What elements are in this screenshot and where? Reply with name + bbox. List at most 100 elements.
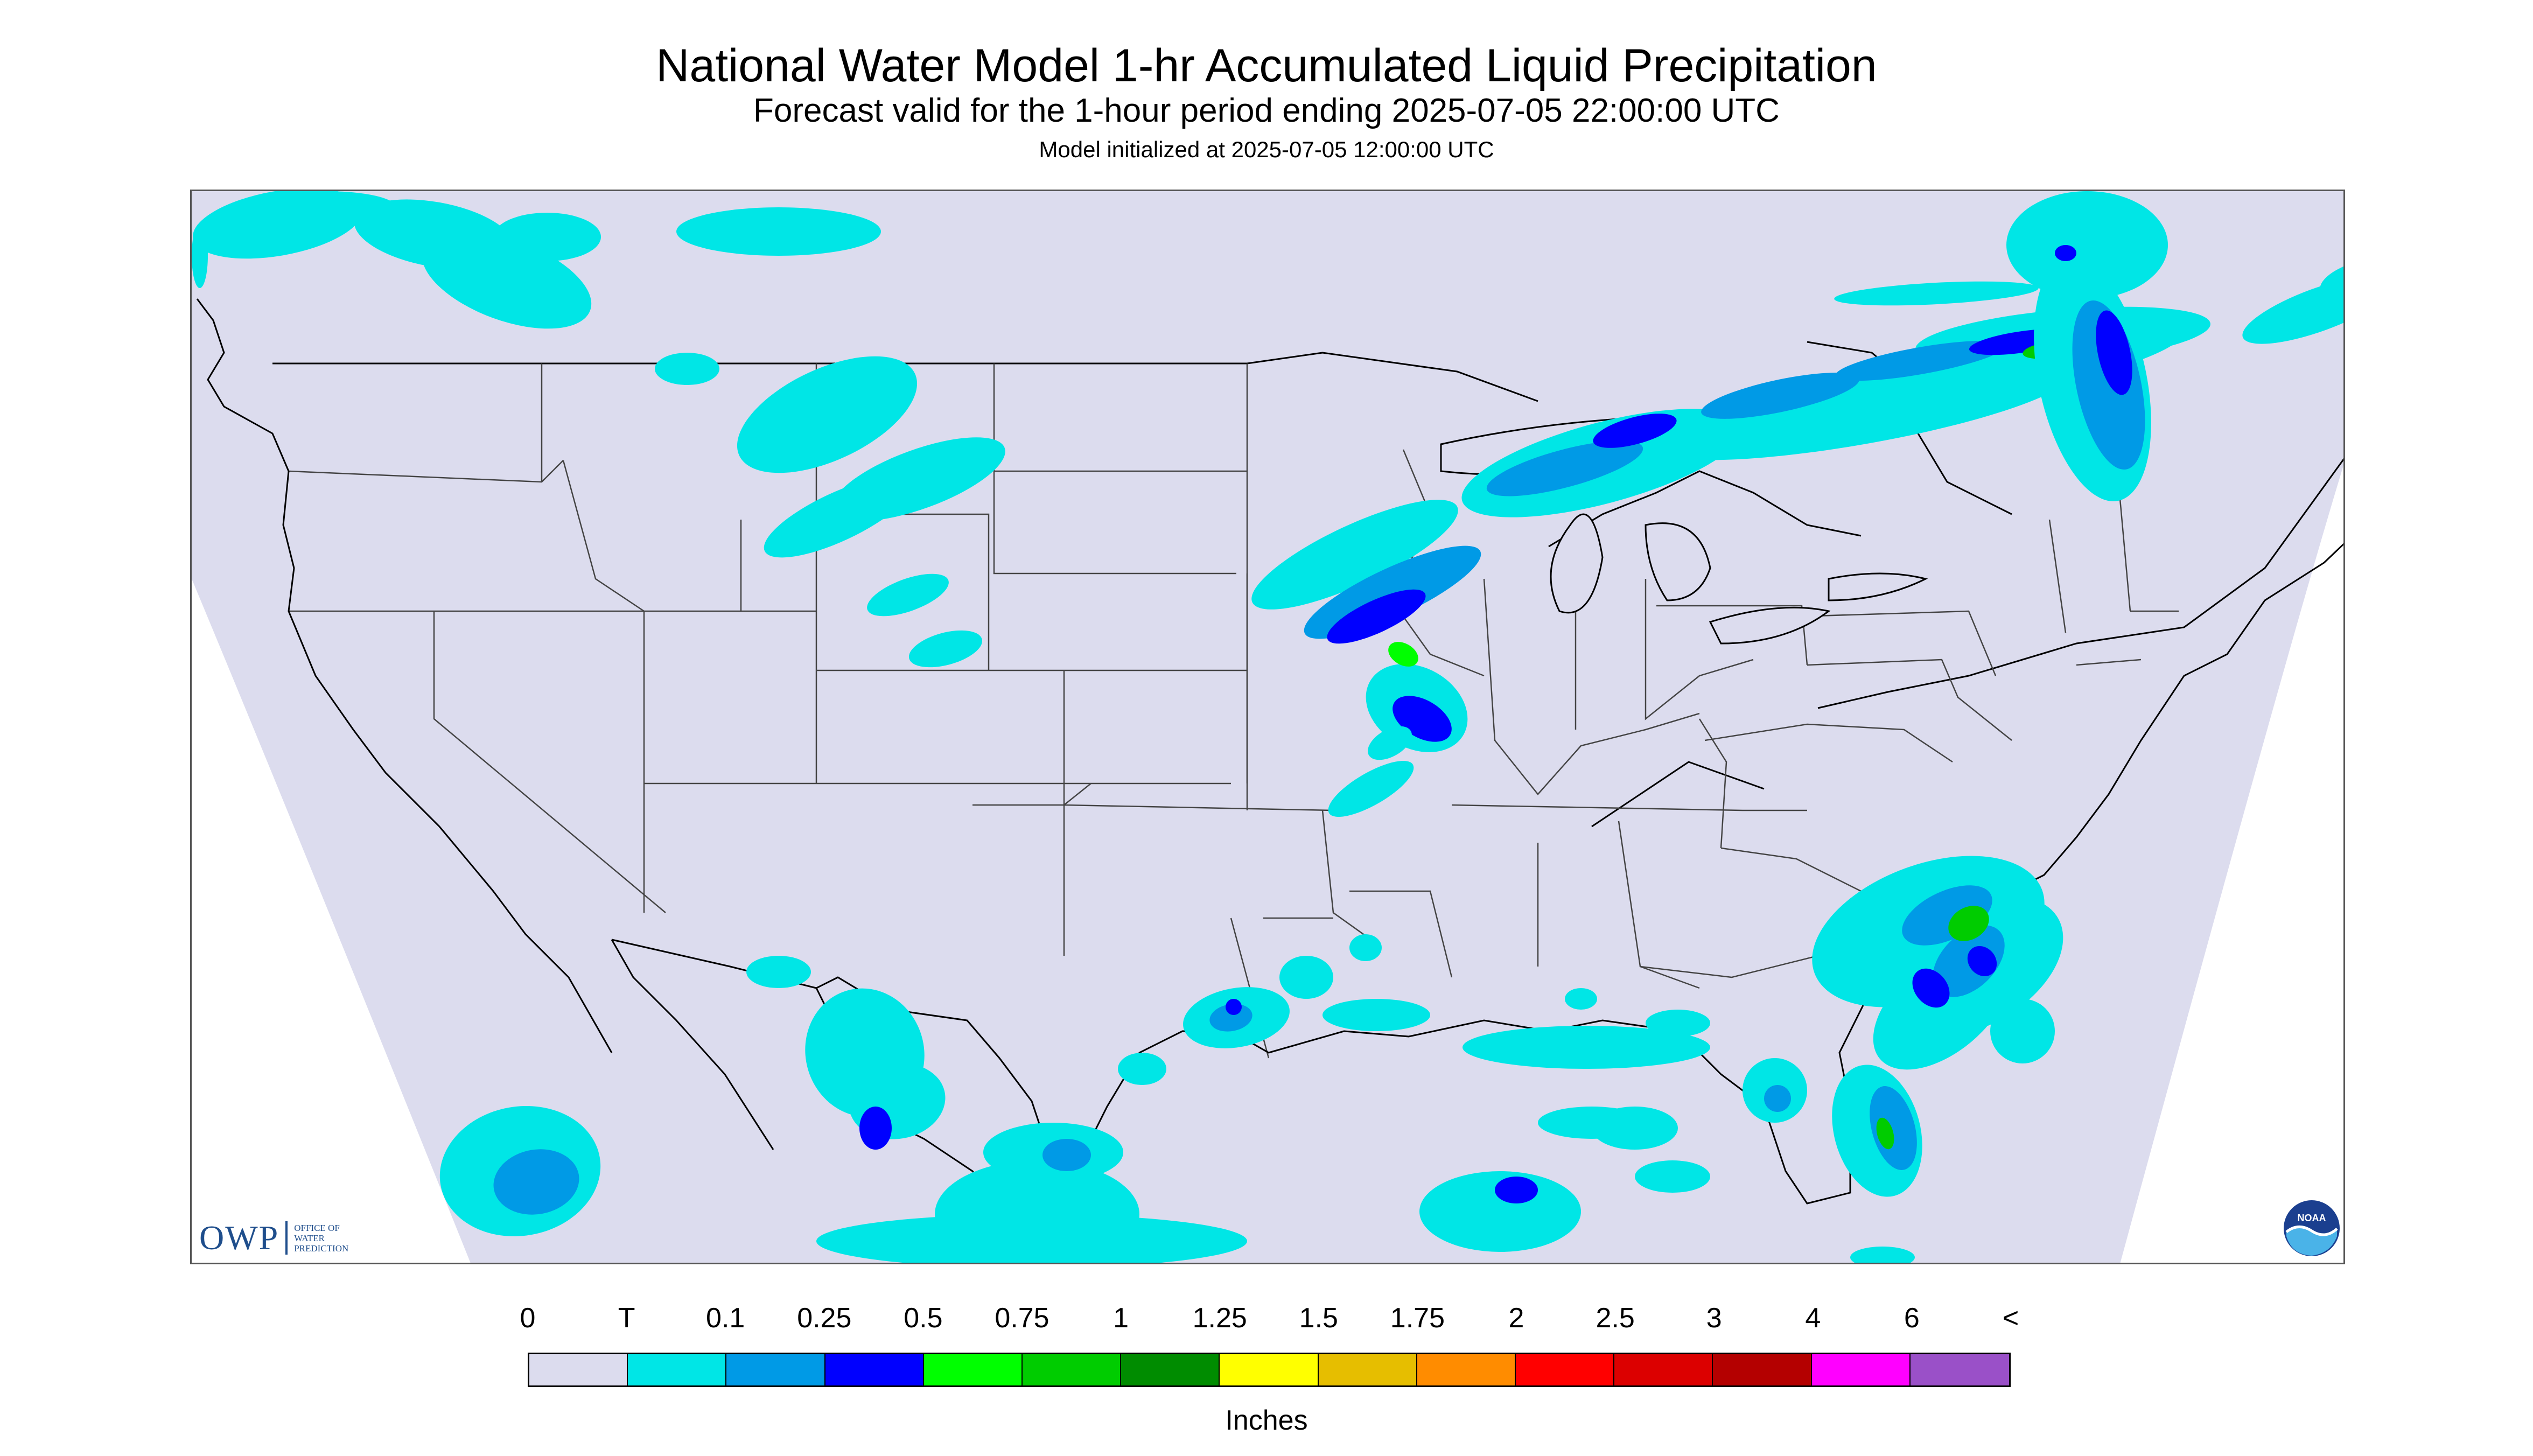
precip-cell	[256, 191, 396, 223]
legend-swatch	[1811, 1354, 1911, 1385]
precip-cell	[816, 1214, 1247, 1263]
precip-cell	[676, 207, 881, 256]
legend-swatch	[1023, 1354, 1122, 1385]
precip-region-southeast-coast	[1812, 856, 2063, 1197]
precip-cell	[1279, 956, 1333, 999]
precip-cell	[816, 417, 876, 447]
precip-cell	[1912, 968, 1950, 1008]
precip-cell	[1328, 761, 1414, 817]
precip-cell	[1349, 934, 1382, 961]
legend-label: 6	[1904, 1303, 1920, 1334]
precip-cell	[859, 1107, 892, 1150]
precip-cell	[1870, 1086, 1917, 1170]
precip-cell	[2055, 245, 2076, 261]
precip-cell	[1764, 1085, 1791, 1112]
precip-cell	[1834, 281, 2039, 306]
legend-label: 3	[1706, 1303, 1722, 1334]
noaa-logo-gull	[2285, 1226, 2338, 1236]
legend-label: 0.75	[995, 1303, 1049, 1334]
precipitation-overlay	[192, 191, 2343, 1263]
legend-label: 1	[1113, 1303, 1129, 1334]
precip-cell	[493, 213, 601, 261]
precip-cell	[1251, 500, 1458, 610]
owp-logo-divider	[285, 1221, 288, 1255]
precip-cell	[1368, 726, 1412, 760]
precip-cell	[2320, 258, 2343, 302]
map-title: National Water Model 1-hr Accumulated Li…	[656, 40, 1877, 92]
precip-cell	[908, 630, 983, 668]
precip-cell	[1876, 1117, 1894, 1150]
precip-cell	[1592, 1107, 1678, 1150]
precip-region-upper-midwest-band	[1251, 500, 1481, 817]
legend-swatch	[628, 1354, 727, 1385]
model-init-time: Model initialized at 2025-07-05 12:00:00…	[1039, 137, 1494, 162]
precip-cell	[1042, 1139, 1091, 1171]
legend-label: 4	[1805, 1303, 1821, 1334]
precip-color-scale	[528, 1353, 2011, 1387]
legend-label: <	[2002, 1303, 2019, 1334]
noaa-logo-text: NOAA	[2298, 1213, 2326, 1223]
legend-swatch	[1121, 1354, 1220, 1385]
precip-cell	[1565, 988, 1597, 1010]
owp-logo: OWP OFFICE OF WATER PREDICTION	[199, 1218, 348, 1258]
legend-label: 0.1	[706, 1303, 745, 1334]
precip-cell	[2242, 275, 2343, 344]
precip-cell	[1646, 1010, 1710, 1037]
legend-swatch	[726, 1354, 825, 1385]
precip-cell	[1635, 1160, 1710, 1193]
precip-cell	[493, 1149, 579, 1215]
precip-cell	[1209, 1004, 1252, 1032]
map-canvas	[192, 191, 2343, 1263]
legend-label: 0.5	[904, 1303, 943, 1334]
owp-logo-subtitle: OFFICE OF WATER PREDICTION	[294, 1222, 349, 1254]
legend-label: 1.25	[1192, 1303, 1247, 1334]
legend-label: 2	[1508, 1303, 1524, 1334]
precip-cell	[1323, 999, 1430, 1031]
precip-cell	[1486, 440, 1643, 496]
map-subtitle: Forecast valid for the 1-hour period end…	[753, 92, 1780, 129]
precip-cell	[1419, 1171, 1581, 1252]
precip-cell	[1835, 340, 2005, 381]
owp-logo-letters: OWP	[199, 1219, 279, 1257]
legend-units: Inches	[1225, 1405, 1308, 1436]
precip-cell	[1118, 1053, 1166, 1085]
precip-cell	[1701, 373, 1859, 419]
legend-labels: 0 T 0.1 0.25 0.5 0.75 1 1.25 1.5 1.75 2 2.5 3 4 6 <	[0, 1302, 2533, 1334]
precip-cell	[1948, 906, 1989, 941]
precip-cell	[1226, 999, 1242, 1015]
precip-cell	[1967, 946, 1997, 977]
legend-label: 1.75	[1390, 1303, 1445, 1334]
legend-label: T	[618, 1303, 635, 1334]
precip-cell	[655, 353, 719, 385]
precip-cell	[737, 356, 918, 473]
precip-region-pacific-northwest	[192, 191, 881, 329]
precip-cell	[1990, 999, 2055, 1063]
precip-region-quebec-band	[2006, 191, 2343, 501]
precip-cell	[1388, 642, 1418, 667]
precip-cell	[867, 573, 949, 617]
legend-label: 2.5	[1596, 1303, 1635, 1334]
legend-swatch	[1516, 1354, 1615, 1385]
noaa-logo-wave	[2286, 1225, 2337, 1256]
precip-region-south-florida	[1592, 1058, 1915, 1263]
legend-label: 0	[520, 1303, 536, 1334]
map-domain	[192, 191, 2343, 1263]
legend-swatch	[923, 1354, 1023, 1385]
precip-cell	[2096, 310, 2132, 395]
precip-region-northern-rockies	[655, 353, 1005, 668]
legend-swatch	[1220, 1354, 1319, 1385]
precip-cell	[1850, 1247, 1915, 1263]
legend-label: 1.5	[1299, 1303, 1338, 1334]
precip-cell	[1495, 1177, 1538, 1203]
precip-cell	[192, 223, 208, 288]
precip-cell	[1463, 1026, 1710, 1069]
precip-cell	[1593, 414, 1677, 448]
legend-swatch	[529, 1354, 628, 1385]
legend-swatch	[1614, 1354, 1713, 1385]
legend-swatch	[1417, 1354, 1516, 1385]
legend-swatch	[1318, 1354, 1417, 1385]
legend-swatch	[825, 1354, 924, 1385]
precip-region-gulf-coast	[1183, 934, 1710, 1069]
precip-cell	[827, 363, 854, 380]
legend-swatch	[1713, 1354, 1812, 1385]
